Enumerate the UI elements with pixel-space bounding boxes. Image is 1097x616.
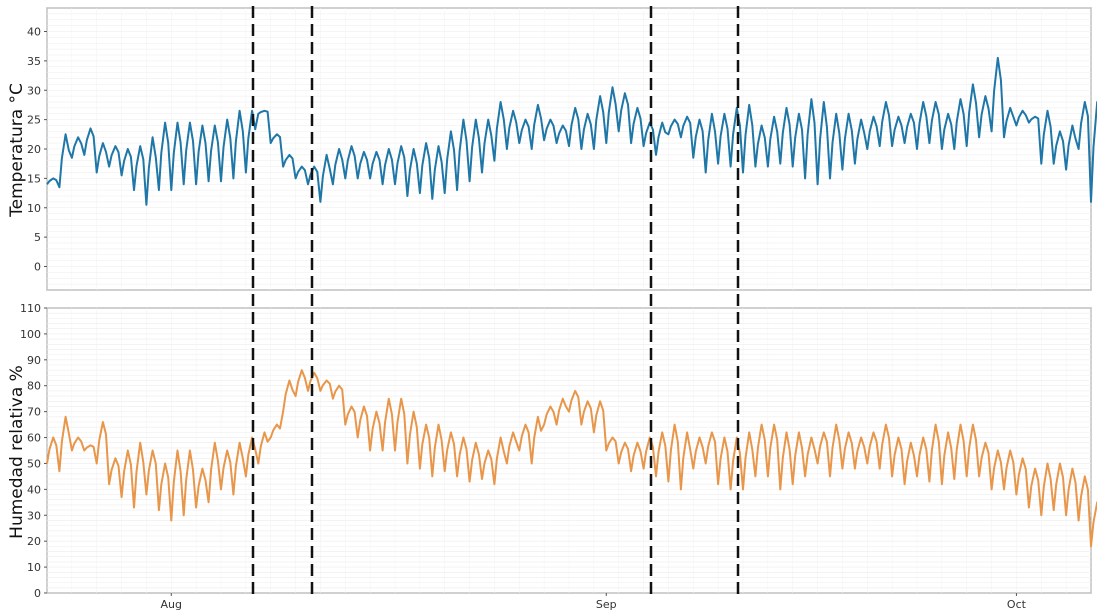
temperature-ytick-label: 10 <box>27 202 41 215</box>
x-tick-label: Aug <box>161 598 182 611</box>
humidity-y-axis-label: Humedad relativa % <box>7 365 27 539</box>
humidity-ytick-label: 90 <box>27 354 41 367</box>
temperature-ytick-label: 35 <box>27 55 41 68</box>
humidity-ytick-label: 60 <box>27 432 41 445</box>
temperature-ytick-label: 25 <box>27 114 41 127</box>
humidity-ytick-label: 30 <box>27 509 41 522</box>
temperature-ytick-label: 20 <box>27 143 41 156</box>
humidity-panel: 0 10 20 30 40 50 60 70 80 90 100 110 Aug Sep Oct <box>20 302 1097 611</box>
humidity-ytick-label: 50 <box>27 457 41 470</box>
temperature-ytick-label: 40 <box>27 26 41 39</box>
humidity-series-line <box>46 369 1097 548</box>
humidity-ytick-label: 0 <box>34 587 41 600</box>
humidity-ytick-label: 100 <box>20 328 41 341</box>
humidity-ytick-label: 20 <box>27 535 41 548</box>
humidity-ytick-label: 70 <box>27 406 41 419</box>
x-tick-label: Sep <box>596 598 617 611</box>
humidity-ytick-label: 10 <box>27 561 41 574</box>
temperature-ytick-label: 5 <box>34 231 41 244</box>
event-marker-lines <box>251 6 740 596</box>
temperature-ytick-label: 15 <box>27 172 41 185</box>
x-tick-label: Oct <box>1007 598 1027 611</box>
temperature-ytick-label: 30 <box>27 84 41 97</box>
temperature-ytick-label: 0 <box>34 261 41 274</box>
temperature-panel: 0 5 10 15 20 25 30 35 40 <box>27 7 1097 291</box>
humidity-ytick-label: 80 <box>27 380 41 393</box>
temperature-series-line <box>46 56 1097 206</box>
humidity-ytick-label: 40 <box>27 483 41 496</box>
humidity-ytick-label: 110 <box>20 302 41 315</box>
temperature-y-axis-label: Temperatura °C <box>7 83 27 218</box>
